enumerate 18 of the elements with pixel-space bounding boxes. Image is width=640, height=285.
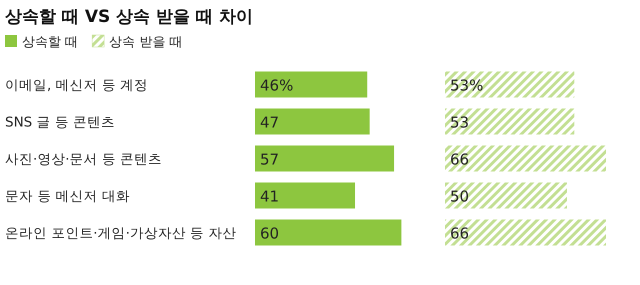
data-label: 53% [450,76,484,94]
y-tick-label: SNS 글 등 콘텐츠 [5,114,116,130]
data-label: 53 [450,114,470,132]
data-label: 66 [450,150,470,168]
y-tick-label: 사진·영상·문서 등 콘텐츠 [5,152,162,168]
y-tick-label: 이메일, 메신저 등 계정 [5,78,148,94]
data-label: 50 [450,188,470,206]
y-tick-label: 온라인 포인트·게임·가상자산 등 자산 [5,226,236,242]
data-label: 60 [260,224,280,242]
chart-title: 상속할 때 VS 상속 받을 때 차이 [5,7,253,27]
legend-label: 상속할 때 [22,35,78,50]
data-label: 66 [450,224,470,242]
legend-label: 상속 받을 때 [109,35,182,50]
data-label: 41 [260,188,280,206]
y-tick-label: 문자 등 메신저 대화 [5,188,130,204]
data-label: 57 [260,150,280,168]
data-label: 47 [260,114,280,132]
data-label: 46% [260,76,294,94]
